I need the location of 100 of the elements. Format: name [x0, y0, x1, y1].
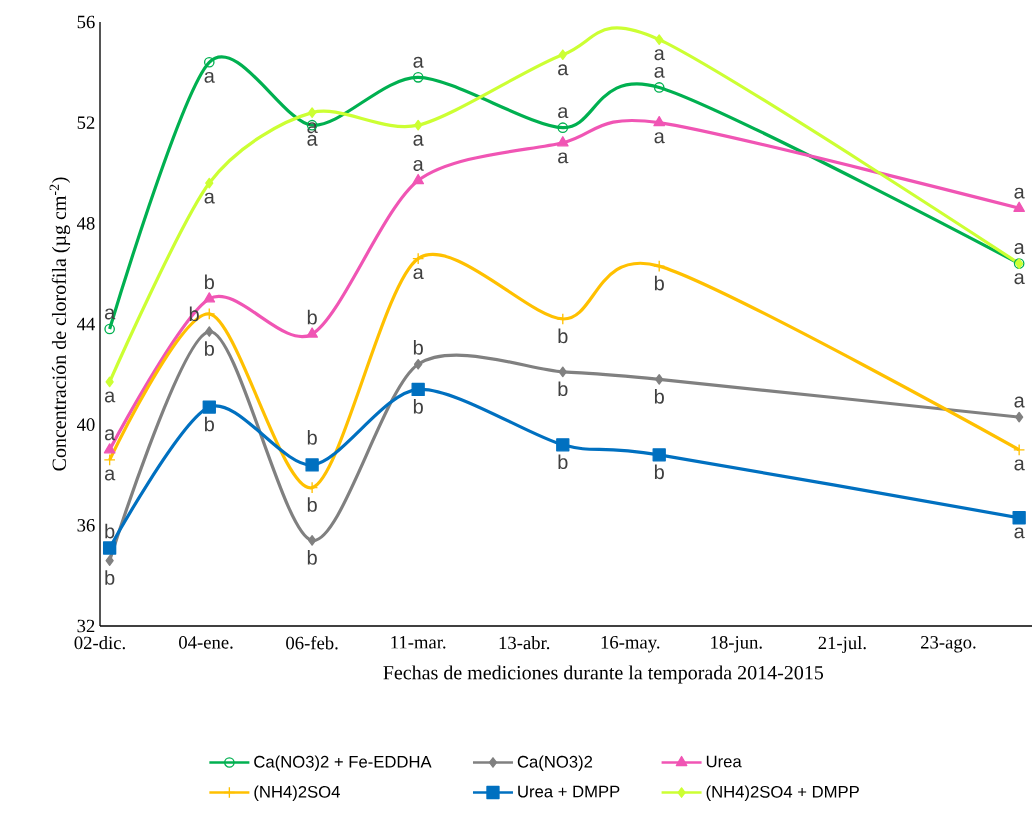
data-label: b — [307, 550, 317, 565]
point — [558, 49, 567, 61]
data-label: b — [105, 570, 115, 585]
point — [203, 56, 215, 68]
data-label: a — [558, 152, 569, 164]
point — [412, 252, 425, 265]
x-tick-label: 11-mar. — [391, 636, 446, 649]
data-label: b — [413, 399, 423, 414]
point — [306, 327, 318, 338]
data-label: a — [307, 134, 318, 146]
data-label: a — [654, 132, 665, 144]
data-label: b — [205, 274, 214, 290]
data-label: a — [104, 429, 116, 441]
point — [655, 34, 664, 45]
data-label: a — [1014, 459, 1025, 471]
data-label: b — [654, 464, 664, 480]
y-axis-title: Concentración de clorofila (µg cm$^{-2}$) — [49, 177, 71, 471]
point — [102, 541, 117, 555]
point — [1012, 511, 1026, 525]
legend-label: Urea — [706, 755, 742, 768]
point — [205, 326, 214, 337]
point — [103, 443, 116, 454]
data-label: b — [307, 429, 317, 445]
data-label: b — [307, 309, 317, 325]
legend-label: Ca(NO3)2 — [517, 755, 593, 771]
data-label: a — [307, 122, 318, 134]
data-label: b — [413, 339, 423, 355]
point — [305, 458, 319, 472]
point — [1013, 443, 1026, 456]
y-tick-label: 48 — [76, 217, 95, 230]
data-label: a — [413, 268, 424, 280]
point — [306, 481, 319, 494]
legend-label: (NH4)2SO4 + DMPP — [706, 785, 859, 802]
point — [412, 173, 425, 185]
data-label: a — [104, 391, 116, 403]
point — [557, 122, 569, 134]
point — [653, 115, 666, 127]
y-tick-label: 56 — [77, 15, 95, 29]
point — [1013, 201, 1026, 212]
y-tick-label: 40 — [76, 418, 95, 431]
data-label: b — [654, 275, 664, 291]
data-label: b — [205, 416, 214, 432]
y-tick-label: 44 — [76, 317, 96, 331]
point — [103, 453, 116, 466]
data-label: b — [105, 523, 115, 539]
data-label: a — [413, 134, 424, 146]
data-label: b — [558, 381, 568, 397]
y-tick-label: 52 — [77, 116, 95, 129]
x-tick-label: 16-may. — [601, 636, 660, 653]
x-tick-label: 06-feb. — [286, 636, 338, 650]
data-label: a — [1014, 527, 1025, 539]
point — [558, 366, 567, 378]
data-label: b — [307, 497, 317, 512]
point — [556, 136, 569, 147]
point — [203, 292, 216, 303]
x-tick-label: 23-ago. — [921, 636, 976, 653]
data-label: a — [1014, 187, 1025, 199]
y-tick-label: 32 — [77, 619, 95, 633]
point — [653, 260, 666, 273]
point — [105, 555, 114, 566]
point — [414, 358, 423, 370]
point — [412, 72, 424, 83]
x-axis-title: Fechas de mediciones durante la temporada 2014-2015 — [383, 665, 824, 684]
data-label: a — [558, 107, 569, 119]
point — [653, 82, 665, 93]
data-label: a — [1014, 273, 1025, 285]
point — [104, 323, 115, 335]
data-label: a — [204, 71, 215, 83]
data-label: b — [558, 454, 568, 470]
point — [414, 119, 423, 131]
point — [105, 376, 114, 388]
data-label: a — [654, 49, 665, 61]
point — [202, 400, 216, 414]
point — [411, 382, 425, 397]
data-label: b — [558, 328, 568, 344]
data-label: a — [654, 66, 665, 78]
data-label: a — [1014, 396, 1025, 408]
point — [556, 438, 570, 452]
point — [307, 535, 317, 546]
x-tick-label: 02-dic. — [74, 636, 125, 650]
point — [205, 177, 214, 189]
data-label: a — [413, 160, 424, 171]
y-tick-label: 36 — [77, 519, 95, 532]
point — [203, 307, 216, 320]
x-tick-label: 04-ene. — [179, 636, 233, 649]
data-label: a — [104, 469, 116, 481]
x-tick-label: 13-abr. — [499, 636, 550, 650]
point — [652, 448, 666, 462]
x-tick-label: 21-jul. — [818, 636, 866, 653]
data-label: a — [558, 64, 569, 76]
legend-label: (NH4)2SO4 — [254, 785, 340, 802]
legend-label: Urea + DMPP — [518, 785, 620, 798]
data-label: b — [205, 341, 214, 356]
point — [1014, 411, 1024, 423]
point — [307, 107, 317, 118]
legend-label: Ca(NO3)2 + Fe-EDDHA — [254, 755, 432, 771]
data-label: a — [1014, 243, 1025, 254]
data-label: a — [204, 192, 215, 204]
data-label: a — [413, 56, 424, 68]
point — [655, 374, 664, 385]
